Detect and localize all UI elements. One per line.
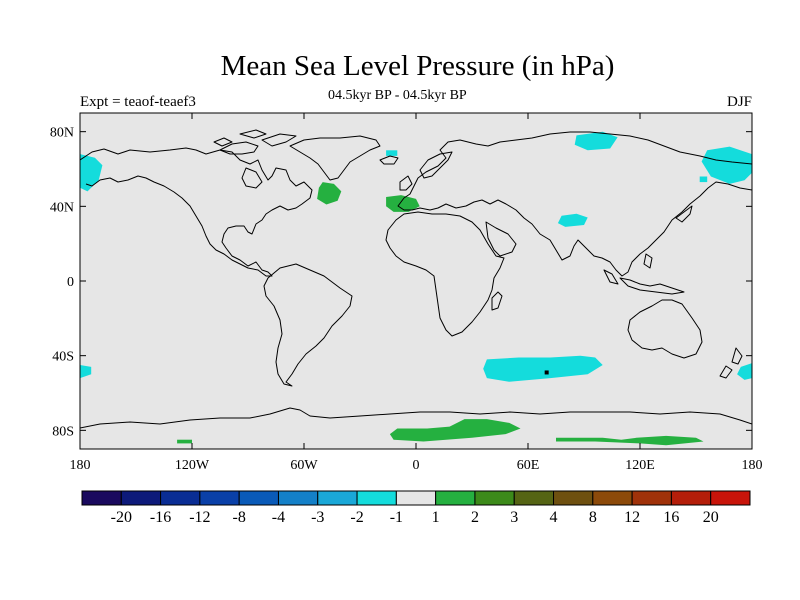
anomaly-region bbox=[574, 131, 618, 151]
colorbar-label: -3 bbox=[311, 509, 324, 526]
colorbar-swatch bbox=[395, 490, 437, 506]
coastline-indonesia bbox=[603, 253, 685, 295]
coastline-new-zealand bbox=[719, 347, 743, 379]
colorbar-swatch bbox=[710, 490, 751, 506]
coastline-arctic-islands bbox=[213, 129, 297, 155]
colorbar-label: 12 bbox=[624, 509, 640, 526]
x-tick-label: 60E bbox=[517, 458, 540, 473]
chart-subtitle: 04.5kyr BP - 04.5kyr BP bbox=[328, 88, 467, 103]
x-axis: 180 120W 60W 0 60E 120E 180 bbox=[70, 113, 763, 473]
colorbar-swatch bbox=[631, 490, 672, 506]
coastline-australia bbox=[627, 299, 703, 359]
colorbar-label: -2 bbox=[350, 509, 363, 526]
coastline-scandinavia bbox=[399, 151, 453, 191]
anomaly-region bbox=[389, 419, 521, 442]
anomaly-region bbox=[699, 176, 708, 183]
coastline-north-america bbox=[80, 147, 313, 277]
coastline-antarctica bbox=[80, 407, 752, 429]
x-tick-label: 120E bbox=[625, 458, 655, 473]
colorbar-swatch bbox=[513, 490, 555, 506]
coastline-japan bbox=[675, 205, 693, 223]
anomaly-region bbox=[557, 213, 588, 227]
experiment-label: Expt = teaof-teaef3 bbox=[80, 94, 196, 110]
anomaly-region bbox=[177, 439, 192, 444]
y-tick-label: 80N bbox=[50, 126, 74, 141]
colorbar-label: -20 bbox=[111, 509, 132, 526]
anomaly-region bbox=[701, 146, 752, 184]
anomaly-region bbox=[80, 365, 92, 379]
colorbar-swatch bbox=[120, 490, 162, 506]
colorbar-swatch bbox=[474, 490, 515, 506]
colorbar-swatch bbox=[553, 490, 594, 506]
x-tick-label: 180 bbox=[742, 458, 763, 473]
anomaly-region bbox=[483, 355, 603, 382]
anomaly-fields bbox=[80, 131, 752, 446]
chart-title: Mean Sea Level Pressure (in hPa) bbox=[220, 50, 615, 82]
anomaly-region bbox=[386, 150, 398, 156]
x-tick-label: 60W bbox=[290, 458, 318, 473]
colorbar-swatch bbox=[670, 490, 712, 506]
y-tick-label: 40S bbox=[52, 350, 74, 365]
colorbar-swatch bbox=[277, 490, 319, 506]
coastline-south-america bbox=[263, 263, 353, 387]
colorbar-swatch bbox=[238, 490, 279, 506]
colorbar: -20 -16 -12 -8 -4 -3 -2 -1 1 2 3 4 8 12 16 20 bbox=[81, 490, 751, 526]
x-tick-label: 180 bbox=[70, 458, 91, 473]
anomaly-region bbox=[317, 182, 342, 205]
x-tick-label: 0 bbox=[413, 458, 420, 473]
coastline-africa bbox=[385, 211, 505, 337]
colorbar-label: -12 bbox=[189, 509, 210, 526]
map-background bbox=[80, 113, 752, 449]
colorbar-swatch bbox=[81, 490, 122, 506]
colorbar-swatch bbox=[199, 490, 240, 506]
colorbar-swatch bbox=[592, 490, 633, 506]
y-axis: 80N 40N 0 40S 80S bbox=[50, 126, 752, 439]
season-label: DJF bbox=[726, 94, 752, 110]
anomaly-points bbox=[544, 370, 549, 375]
colorbar-swatch bbox=[435, 490, 476, 506]
colorbar-label: -1 bbox=[390, 509, 403, 526]
anomaly-region bbox=[737, 363, 752, 380]
coastline-iceland bbox=[379, 155, 399, 165]
y-tick-label: 80S bbox=[52, 424, 74, 439]
coastline-arabia bbox=[485, 221, 517, 257]
coastlines bbox=[80, 129, 752, 429]
colorbar-label: 3 bbox=[510, 509, 518, 526]
anomaly-region bbox=[386, 195, 420, 212]
colorbar-label: -16 bbox=[150, 509, 171, 526]
y-tick-label: 40N bbox=[50, 200, 74, 215]
colorbar-swatch bbox=[160, 490, 201, 506]
coastline-eurasia bbox=[397, 131, 752, 277]
colorbar-label: -8 bbox=[233, 509, 246, 526]
colorbar-label: 1 bbox=[432, 509, 440, 526]
colorbar-label: -4 bbox=[272, 509, 285, 526]
anomaly-point bbox=[544, 370, 549, 375]
colorbar-swatch bbox=[317, 490, 358, 506]
colorbar-label: 8 bbox=[589, 509, 597, 526]
coastline-greenland bbox=[289, 135, 381, 181]
coastline-hudson-bay bbox=[241, 167, 263, 189]
colorbar-label: 2 bbox=[471, 509, 479, 526]
colorbar-label: 20 bbox=[703, 509, 719, 526]
coastline-madagascar bbox=[491, 291, 503, 311]
colorbar-swatch bbox=[356, 490, 397, 506]
y-tick-label: 0 bbox=[67, 275, 74, 290]
x-tick-label: 120W bbox=[175, 458, 210, 473]
anomaly-region bbox=[556, 435, 704, 446]
colorbar-label: 4 bbox=[550, 509, 558, 526]
colorbar-label: 16 bbox=[663, 509, 679, 526]
